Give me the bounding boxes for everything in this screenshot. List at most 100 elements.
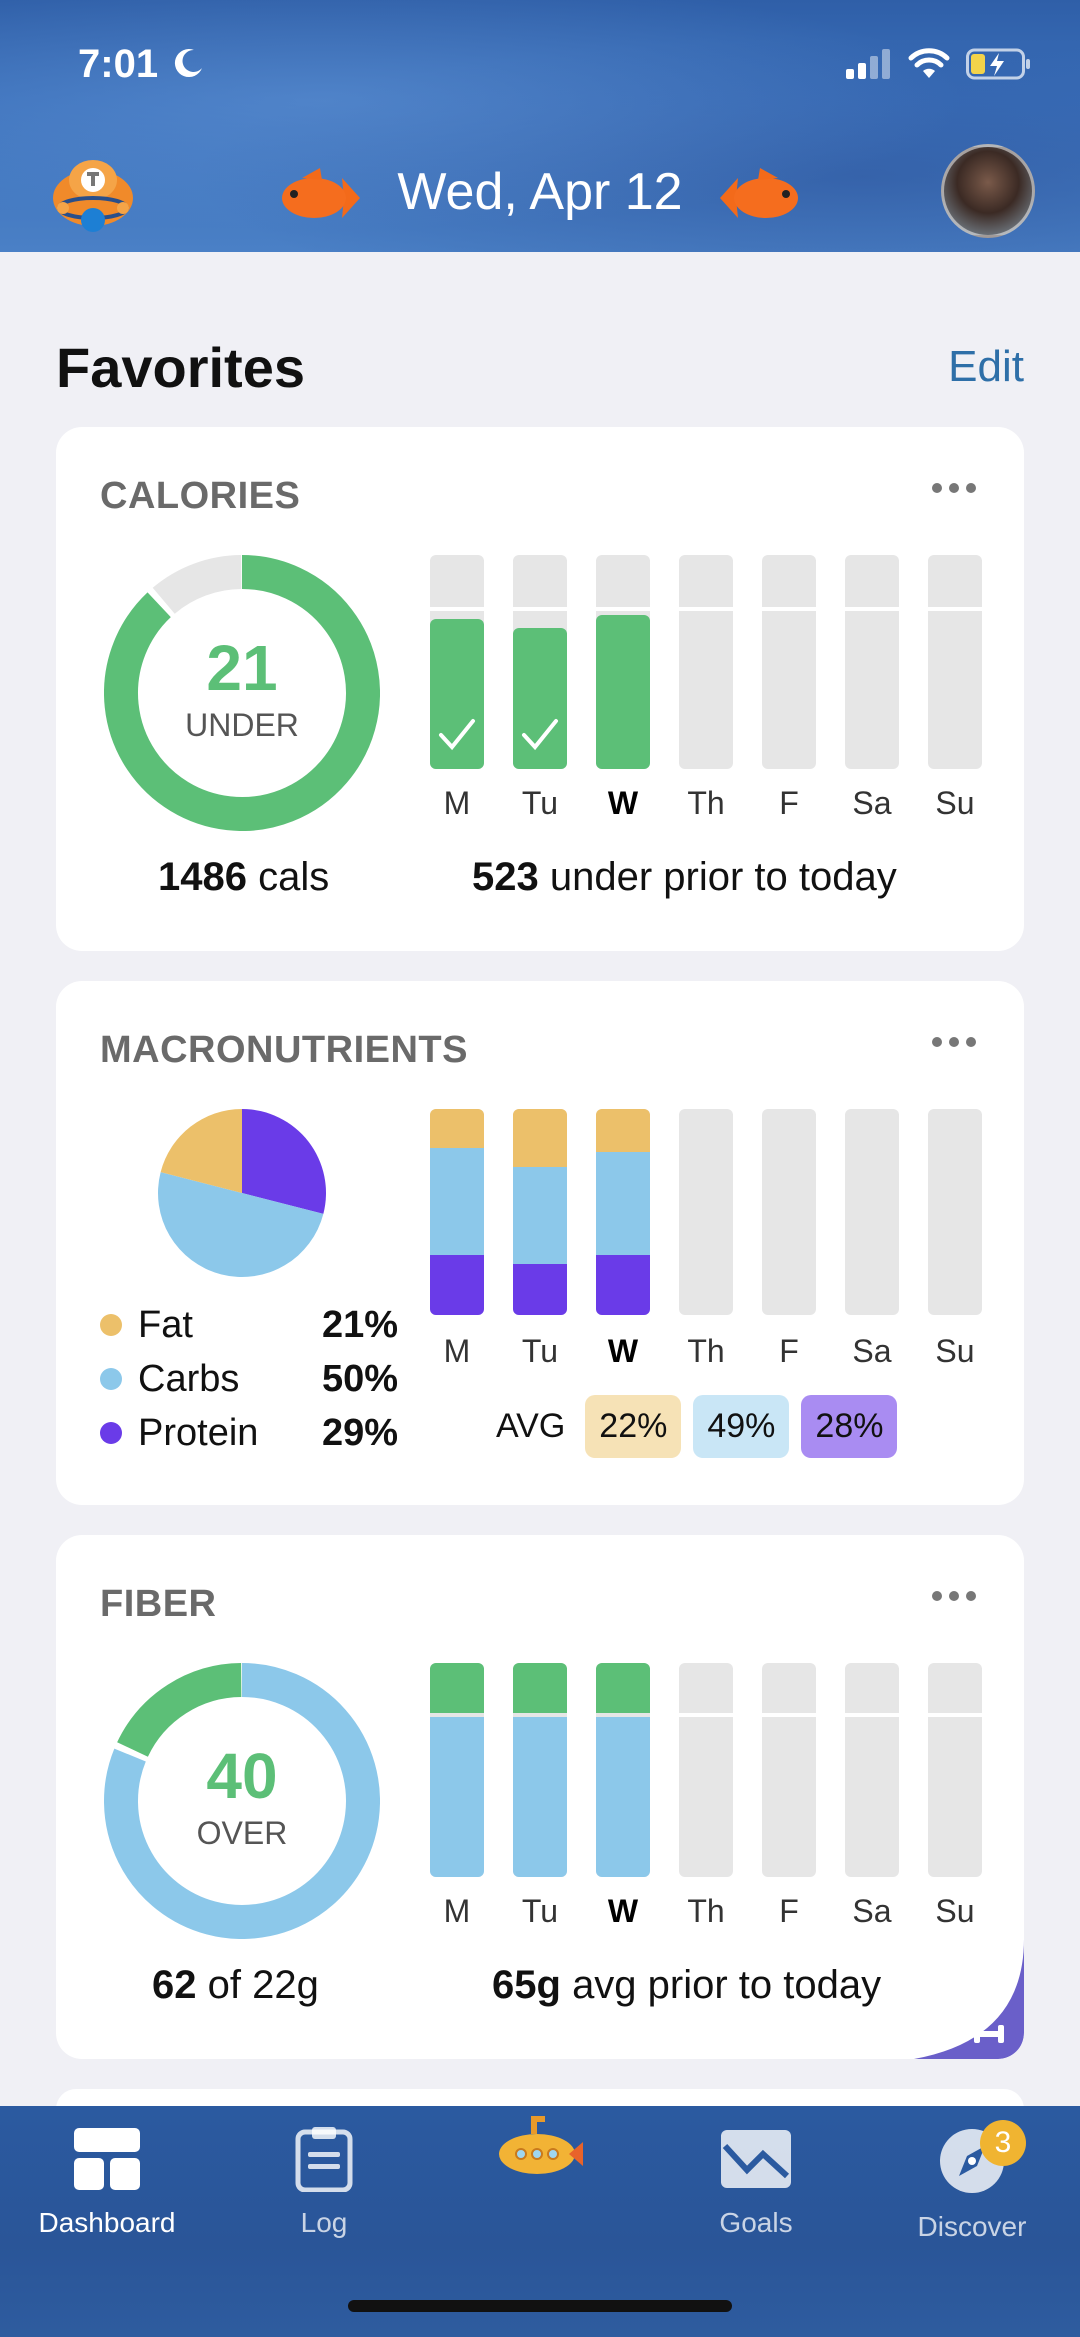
calories-ring-consumed-arc [104, 555, 380, 831]
legend-name: Fat [138, 1303, 193, 1346]
calories-goal-line [596, 607, 650, 611]
calories-ring-graphic [104, 555, 380, 831]
status-time: 7:01 [78, 42, 159, 86]
fiber-card-title: FIBER [100, 1583, 217, 1625]
tab-submarine[interactable] [450, 2110, 630, 2197]
calories-total: 1486 cals [158, 855, 329, 900]
tab-goals[interactable]: Goals [666, 2126, 846, 2239]
tab-log[interactable]: Log [234, 2126, 414, 2239]
favorites-title: Favorites [56, 336, 305, 399]
calories-bar-fill [513, 628, 567, 769]
goals-chart-icon [721, 2130, 791, 2188]
calories-bar-sa [845, 555, 899, 769]
legend-dot [100, 1422, 122, 1444]
fiber-day-m: M [443, 1893, 471, 1929]
calories-total-unit: cals [258, 855, 330, 899]
pie-slice-protein [242, 1109, 326, 1214]
fiber-bar-th [679, 1663, 733, 1877]
fiber-day-sa: Sa [852, 1893, 892, 1929]
calories-ring: 21 UNDER [104, 555, 380, 831]
robot-mascot-icon[interactable] [45, 150, 141, 240]
calories-bar-fill [596, 615, 650, 769]
dumbbell-corner-button[interactable] [874, 1909, 1024, 2059]
goldfish-right-icon[interactable] [716, 164, 808, 232]
macro-segment-fat [596, 1109, 650, 1152]
fiber-ring: 40 OVER [104, 1663, 380, 1939]
macro-segment-fat [430, 1109, 484, 1148]
tab-discover[interactable]: 3 Discover [882, 2120, 1062, 2243]
tab-dashboard[interactable]: Dashboard [17, 2126, 197, 2239]
submarine-icon [499, 2116, 583, 2174]
dumbbell-icon [914, 1939, 1024, 2059]
bottom-tab-bar: Dashboard Log Goals [0, 2106, 1080, 2337]
macronutrients-card[interactable]: MACRONUTRIENTS Fat 21% Carbs 50% Protein 29% … [56, 981, 1024, 1505]
calories-prior-text: under prior to today [549, 855, 897, 899]
calories-week-bars [430, 555, 982, 769]
avg-carbs-chip: 49% [693, 1395, 790, 1458]
macro-bar-m [430, 1109, 484, 1315]
calories-card[interactable]: CALORIES 21 UNDER M Tu W Th F Sa Su 1486 cals … [56, 427, 1024, 951]
calories-prior-value: 523 [472, 855, 539, 899]
fiber-bar-sa [845, 1663, 899, 1877]
calories-total-value: 1486 [158, 855, 247, 899]
app-header: 7:01 [0, 0, 1080, 252]
fiber-ring-value: 40 [206, 1740, 278, 1812]
calories-day-tu: Tu [521, 785, 559, 821]
fiber-day-labels: M Tu W Th F Sa Su [430, 1893, 982, 1930]
calories-day-m: M [443, 785, 471, 821]
fiber-day-f: F [779, 1893, 799, 1929]
tab-dashboard-label: Dashboard [38, 2207, 176, 2238]
goldfish-left-icon[interactable] [272, 164, 364, 232]
fiber-ring-goal-arc [104, 1663, 380, 1939]
legend-pct: 21% [321, 1303, 398, 1346]
calories-day-f: F [779, 785, 799, 821]
calories-goal-line [679, 607, 733, 611]
calories-goal-line [513, 607, 567, 611]
legend-pct: 29% [321, 1411, 398, 1454]
macro-day-sa: Sa [852, 1333, 892, 1369]
fiber-bar-f [762, 1663, 816, 1877]
calories-day-w: W [607, 785, 639, 821]
macro-segment-carbs [596, 1152, 650, 1255]
legend-row-protein: Protein 29% [100, 1406, 398, 1460]
calories-ring-remaining-arc [152, 555, 242, 615]
date-selector[interactable]: Wed, Apr 12 [0, 150, 1080, 240]
fiber-bar-su [928, 1663, 982, 1877]
calories-day-th: Th [687, 785, 725, 821]
calories-bar-m [430, 555, 484, 769]
calories-day-labels: M Tu W Th F Sa Su [430, 785, 982, 822]
fiber-goal-line [762, 1713, 816, 1717]
fiber-bar-over-segment [430, 1663, 484, 1713]
legend-pct: 50% [321, 1357, 398, 1400]
edit-favorites-button[interactable]: Edit [948, 342, 1024, 391]
macronutrients-more-button[interactable] [932, 1037, 976, 1047]
calories-card-title: CALORIES [100, 475, 301, 517]
calories-more-button[interactable] [932, 483, 976, 493]
fiber-week-bars [430, 1663, 982, 1877]
macro-day-m: M [443, 1333, 471, 1369]
macro-day-w: W [607, 1333, 639, 1369]
fiber-bar-over-segment [513, 1663, 567, 1713]
fiber-card[interactable]: FIBER 40 OVER M Tu W Th F Sa Su 62 of 22g 65g … [56, 1535, 1024, 2059]
fiber-more-button[interactable] [932, 1591, 976, 1601]
tab-log-label: Log [300, 2207, 348, 2238]
status-icons [846, 48, 1032, 80]
fiber-goal-line [845, 1713, 899, 1717]
macro-bar-tu [513, 1109, 567, 1315]
calories-bar-w [596, 555, 650, 769]
tab-discover-label: Discover [917, 2211, 1027, 2242]
macro-segment-protein [513, 1264, 567, 1315]
fiber-bar-w [596, 1663, 650, 1877]
macronutrients-card-title: MACRONUTRIENTS [100, 1029, 468, 1071]
home-indicator[interactable] [348, 2300, 732, 2312]
pie-slice-fat [160, 1109, 242, 1193]
fiber-avg: 65g avg prior to today [492, 1963, 881, 2008]
user-avatar[interactable] [941, 144, 1035, 238]
calories-bar-su [928, 555, 982, 769]
macro-bar-f [762, 1109, 816, 1315]
macro-segment-carbs [513, 1167, 567, 1264]
fiber-avg-text: avg prior to today [572, 1963, 882, 2007]
current-date[interactable]: Wed, Apr 12 [397, 163, 683, 221]
calories-ring-label: UNDER [185, 707, 299, 743]
discover-badge: 3 [980, 2120, 1026, 2166]
